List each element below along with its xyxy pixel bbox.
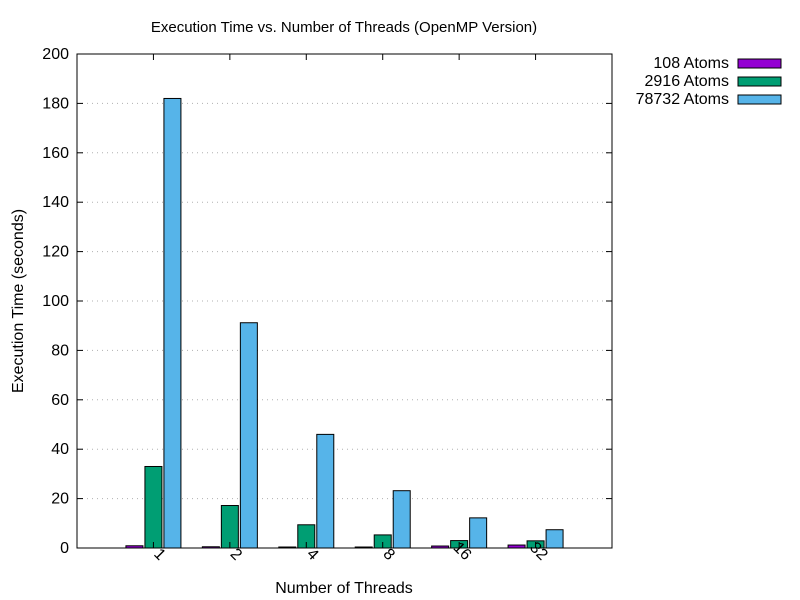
bar xyxy=(163,97,182,549)
x-axis: 1 2 4 8 16 32 xyxy=(150,54,551,564)
legend-swatch xyxy=(737,58,782,69)
y-tick-label: 0 xyxy=(60,540,69,557)
bar xyxy=(392,490,411,549)
bar xyxy=(316,433,335,549)
bars xyxy=(125,97,564,549)
legend-label: 2916 Atoms xyxy=(645,73,730,90)
legend-swatch xyxy=(737,94,782,105)
y-tick-label: 140 xyxy=(42,194,69,211)
y-tick-label: 40 xyxy=(51,441,69,458)
legend-label: 78732 Atoms xyxy=(636,91,729,108)
bar xyxy=(239,322,258,549)
legend-swatch xyxy=(737,76,782,87)
y-axis-label: Execution Time (seconds) xyxy=(10,209,27,393)
grid-lines xyxy=(77,102,612,500)
bar xyxy=(144,465,163,549)
legend-label: 108 Atoms xyxy=(653,55,729,72)
y-tick-label: 20 xyxy=(51,491,69,508)
y-tick-label: 160 xyxy=(42,145,69,162)
y-axis: 0 20 40 60 80 100 120 140 160 180 200 xyxy=(42,46,612,557)
bar xyxy=(220,505,239,549)
chart-title: Execution Time vs. Number of Threads (Op… xyxy=(151,19,537,36)
y-tick-label: 120 xyxy=(42,244,69,261)
y-tick-label: 200 xyxy=(42,46,69,63)
bar xyxy=(469,517,488,549)
bar xyxy=(545,529,564,549)
x-axis-label: Number of Threads xyxy=(275,580,413,597)
y-tick-label: 60 xyxy=(51,392,69,409)
y-tick-label: 80 xyxy=(51,342,69,359)
y-tick-label: 180 xyxy=(42,95,69,112)
y-tick-label: 100 xyxy=(42,293,69,310)
